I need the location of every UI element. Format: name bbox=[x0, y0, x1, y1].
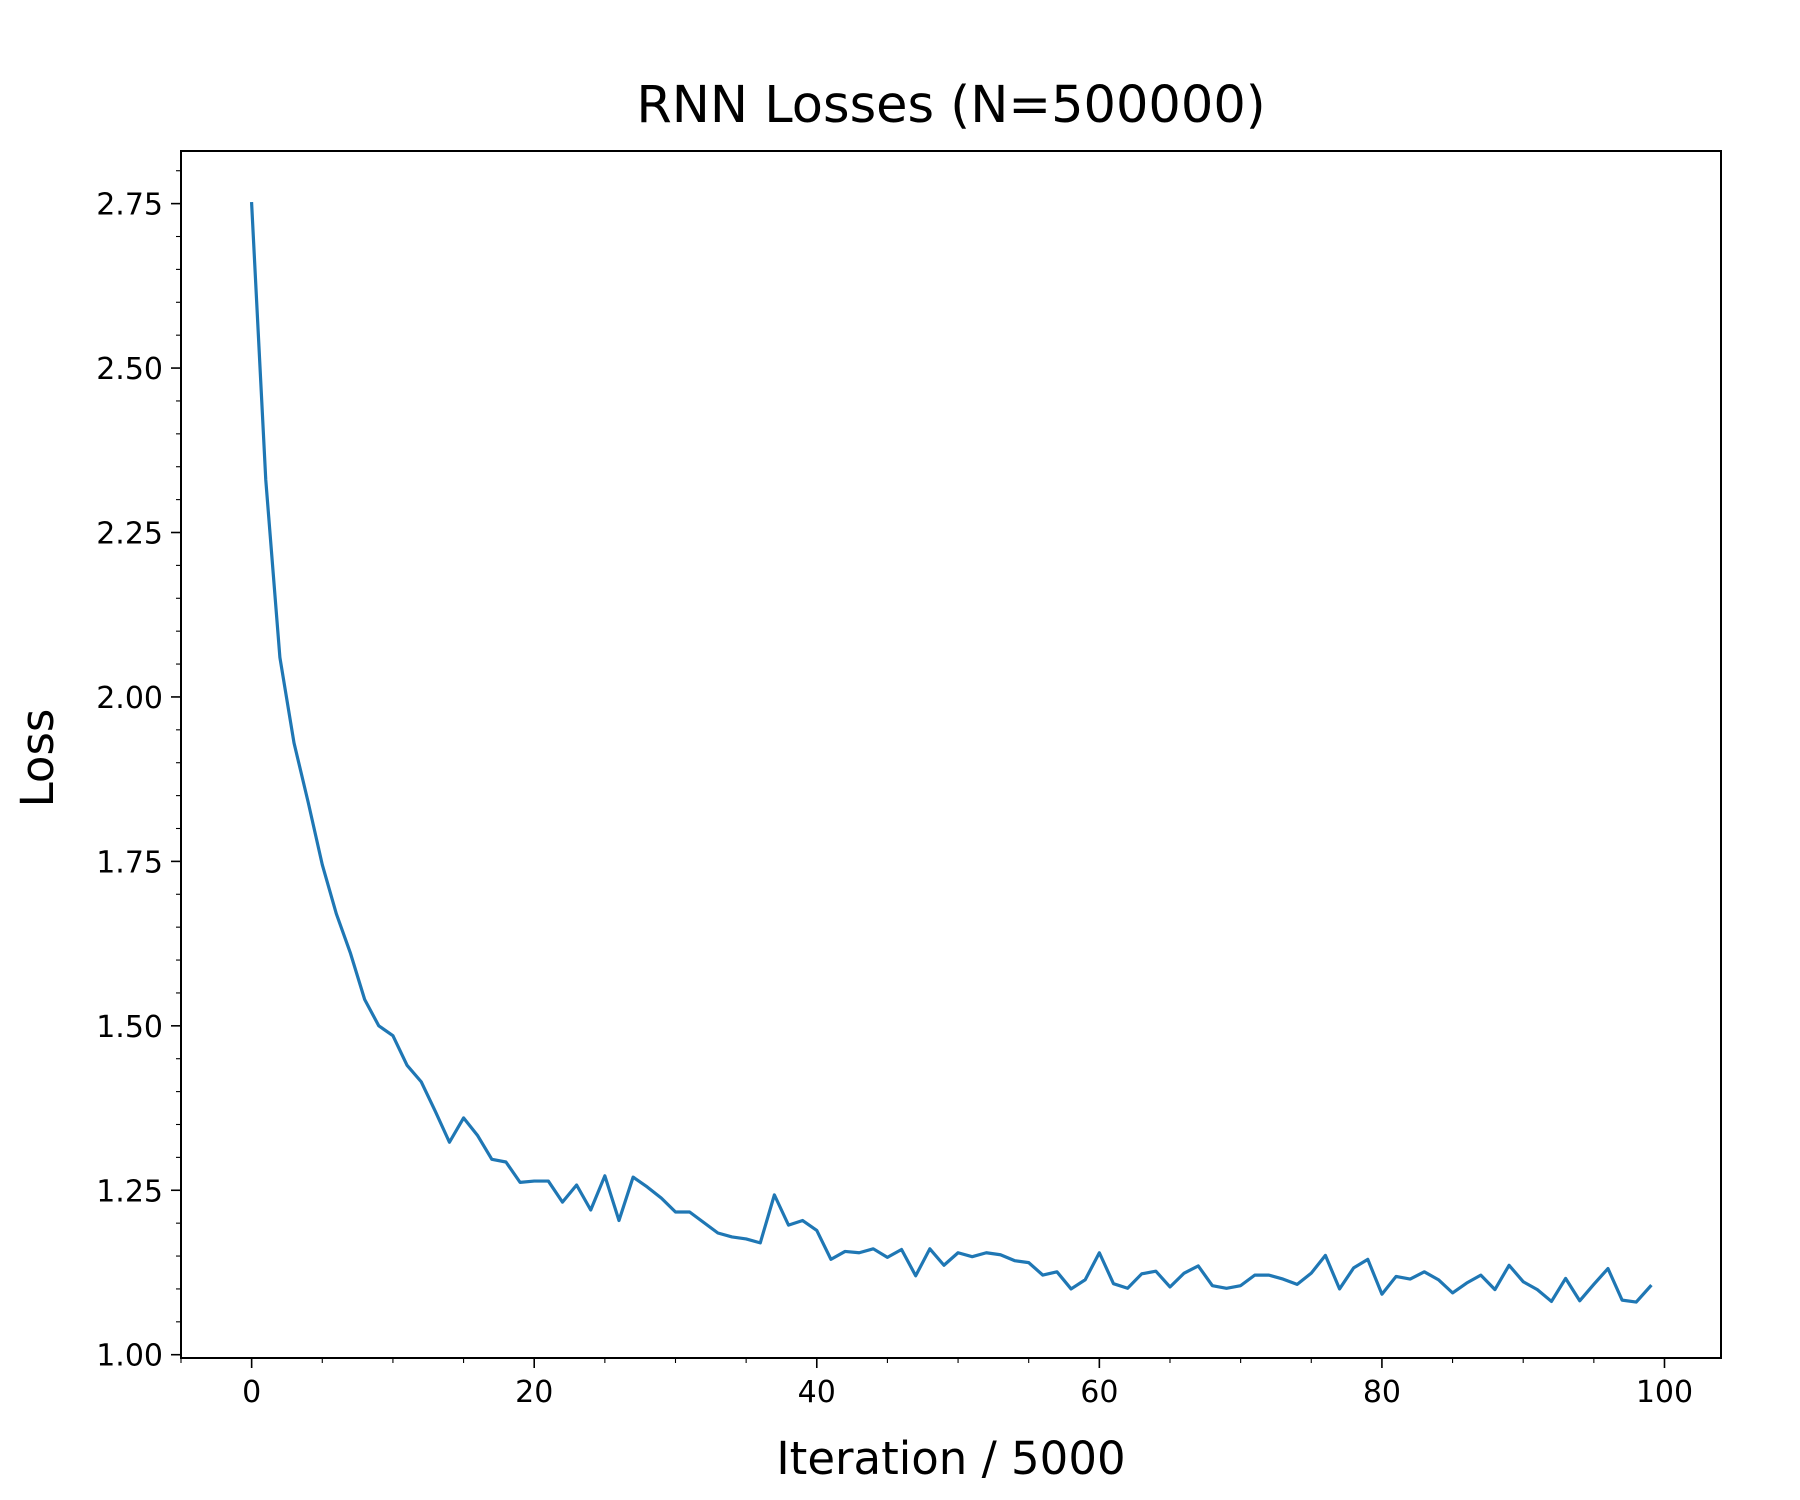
y-axis-label: Loss bbox=[11, 709, 64, 808]
loss-series-line bbox=[249, 201, 1653, 1304]
y-tick-label: 2.00 bbox=[96, 681, 163, 716]
plot-frame bbox=[180, 150, 1722, 1359]
series-group bbox=[249, 201, 1653, 1304]
y-tick-label: 1.50 bbox=[96, 1010, 163, 1045]
y-tick-label: 1.75 bbox=[96, 845, 163, 880]
x-tick-label: 60 bbox=[1080, 1375, 1118, 1410]
x-tick-label: 0 bbox=[242, 1375, 261, 1410]
plot-area bbox=[181, 151, 1721, 1358]
x-tick-label: 80 bbox=[1363, 1375, 1401, 1410]
y-tick-label: 1.00 bbox=[96, 1339, 163, 1374]
y-tick-label: 2.25 bbox=[96, 517, 163, 552]
x-tick-label: 100 bbox=[1636, 1375, 1693, 1410]
y-tick-label: 2.75 bbox=[96, 188, 163, 223]
x-tick-label: 40 bbox=[798, 1375, 836, 1410]
x-tick-label: 20 bbox=[515, 1375, 553, 1410]
y-tick-label: 2.50 bbox=[96, 352, 163, 387]
chart-title: RNN Losses (N=500000) bbox=[636, 76, 1265, 135]
y-tick-label: 1.25 bbox=[96, 1174, 163, 1209]
x-axis-label: Iteration / 5000 bbox=[776, 1432, 1125, 1485]
major-ticks: 0 20 40 60 80 100 1.00 1.25 1.50 1.75 2.00 2.25 2.50… bbox=[96, 188, 1693, 1410]
